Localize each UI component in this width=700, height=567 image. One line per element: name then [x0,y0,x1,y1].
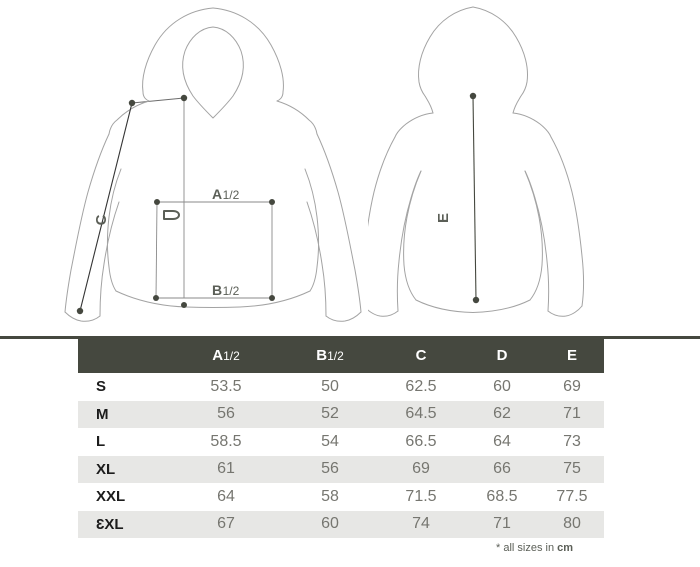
svg-text:A1/2: A1/2 [212,186,240,202]
svg-text:C: C [93,214,110,225]
svg-text:E: E [435,213,452,223]
svg-text:B1/2: B1/2 [212,282,240,298]
